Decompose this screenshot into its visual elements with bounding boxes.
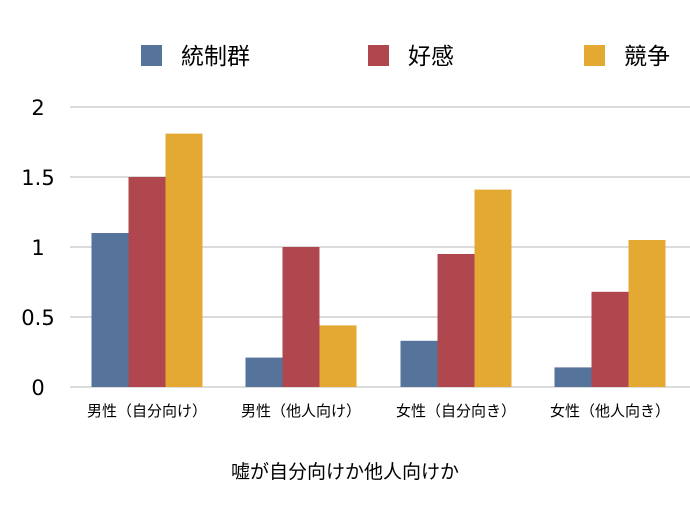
y-tick-label: 0.5 — [21, 306, 54, 330]
x-tick-label: 男性（他人向け） — [241, 402, 361, 420]
x-tick-label: 女性（自分向き） — [396, 402, 516, 420]
bar — [319, 325, 357, 387]
bar — [474, 189, 512, 387]
bar — [554, 367, 592, 387]
legend: 統制群 好感 競争 — [141, 44, 670, 70]
y-tick-label: 2 — [31, 96, 44, 120]
bar — [282, 247, 320, 387]
bar — [128, 177, 166, 387]
y-tick-label: 1.5 — [21, 166, 54, 190]
y-axis-ticks: 0 0.5 1 1.5 2 — [21, 96, 54, 400]
legend-label: 統制群 — [181, 44, 250, 70]
y-tick-label: 0 — [31, 376, 44, 400]
legend-label: 好感 — [408, 44, 454, 70]
x-tick-label: 男性（自分向け） — [87, 402, 207, 420]
legend-swatch — [141, 45, 162, 66]
legend-swatch — [368, 45, 389, 66]
x-axis-label: 嘘が自分向けか他人向けか — [231, 461, 459, 483]
bar — [628, 240, 666, 387]
x-tick-label: 女性（他人向き） — [550, 402, 670, 420]
bar — [437, 254, 475, 387]
legend-label: 競争 — [624, 44, 670, 70]
bar — [245, 357, 283, 387]
bars — [91, 133, 666, 387]
x-axis-categories: 男性（自分向け） 男性（他人向け） 女性（自分向き） 女性（他人向き） — [87, 402, 670, 420]
bar — [165, 133, 203, 387]
bar — [591, 291, 629, 387]
bar — [400, 340, 438, 387]
legend-swatch — [584, 45, 605, 66]
bar — [91, 233, 129, 387]
y-tick-label: 1 — [31, 236, 44, 260]
